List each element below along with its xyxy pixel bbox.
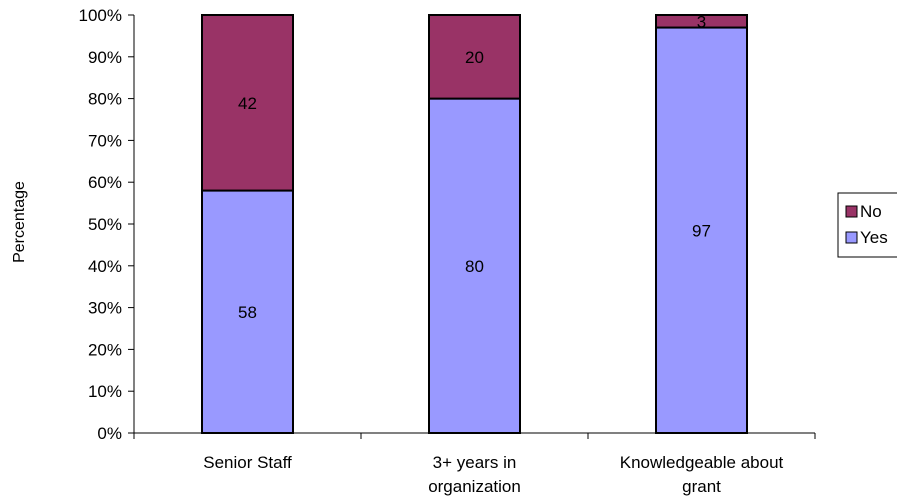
data-label: 97 xyxy=(692,221,711,240)
y-tick-label: 60% xyxy=(88,173,122,192)
legend-label-no: No xyxy=(860,202,882,221)
bars xyxy=(201,14,748,434)
data-label: 20 xyxy=(465,48,484,67)
bar-segment-yes xyxy=(655,26,748,434)
x-category-label: Senior Staff xyxy=(203,453,292,472)
y-tick-label: 50% xyxy=(88,215,122,234)
y-tick-label: 90% xyxy=(88,48,122,67)
legend-swatch-yes xyxy=(845,231,858,244)
legend-swatch-no xyxy=(845,205,858,218)
bar-segment-yes xyxy=(201,189,294,434)
x-category-label: Knowledgeable about xyxy=(620,453,784,472)
bar-segment-no xyxy=(655,14,748,29)
y-tick-label: 80% xyxy=(88,90,122,109)
y-tick-label: 70% xyxy=(88,131,122,150)
data-label: 42 xyxy=(238,94,257,113)
data-label: 80 xyxy=(465,257,484,276)
axes: 0% 10% 20% 30% 40% 50% 60% 70% 80% 90% 100% Senior … xyxy=(79,6,816,496)
x-category-label: 3+ years in xyxy=(433,453,517,472)
x-category-label: organization xyxy=(428,477,521,496)
legend-box xyxy=(837,192,897,258)
bar-segment-no xyxy=(201,14,294,192)
y-tick-label: 40% xyxy=(88,257,122,276)
y-tick-label: 10% xyxy=(88,382,122,401)
legend-label-yes: Yes xyxy=(860,228,888,247)
data-labels: 58 42 80 20 97 3 xyxy=(238,12,711,322)
data-label: 58 xyxy=(238,303,257,322)
legend: No Yes xyxy=(837,192,897,258)
y-tick-label: 30% xyxy=(88,299,122,318)
y-tick-label: 0% xyxy=(97,424,122,443)
y-tick-label: 20% xyxy=(88,340,122,359)
data-label: 3 xyxy=(697,12,706,31)
y-axis-title: Percentage xyxy=(11,181,28,263)
bar-segment-no xyxy=(428,14,521,100)
y-tick-label: 100% xyxy=(79,6,122,25)
x-category-label: grant xyxy=(682,477,721,496)
